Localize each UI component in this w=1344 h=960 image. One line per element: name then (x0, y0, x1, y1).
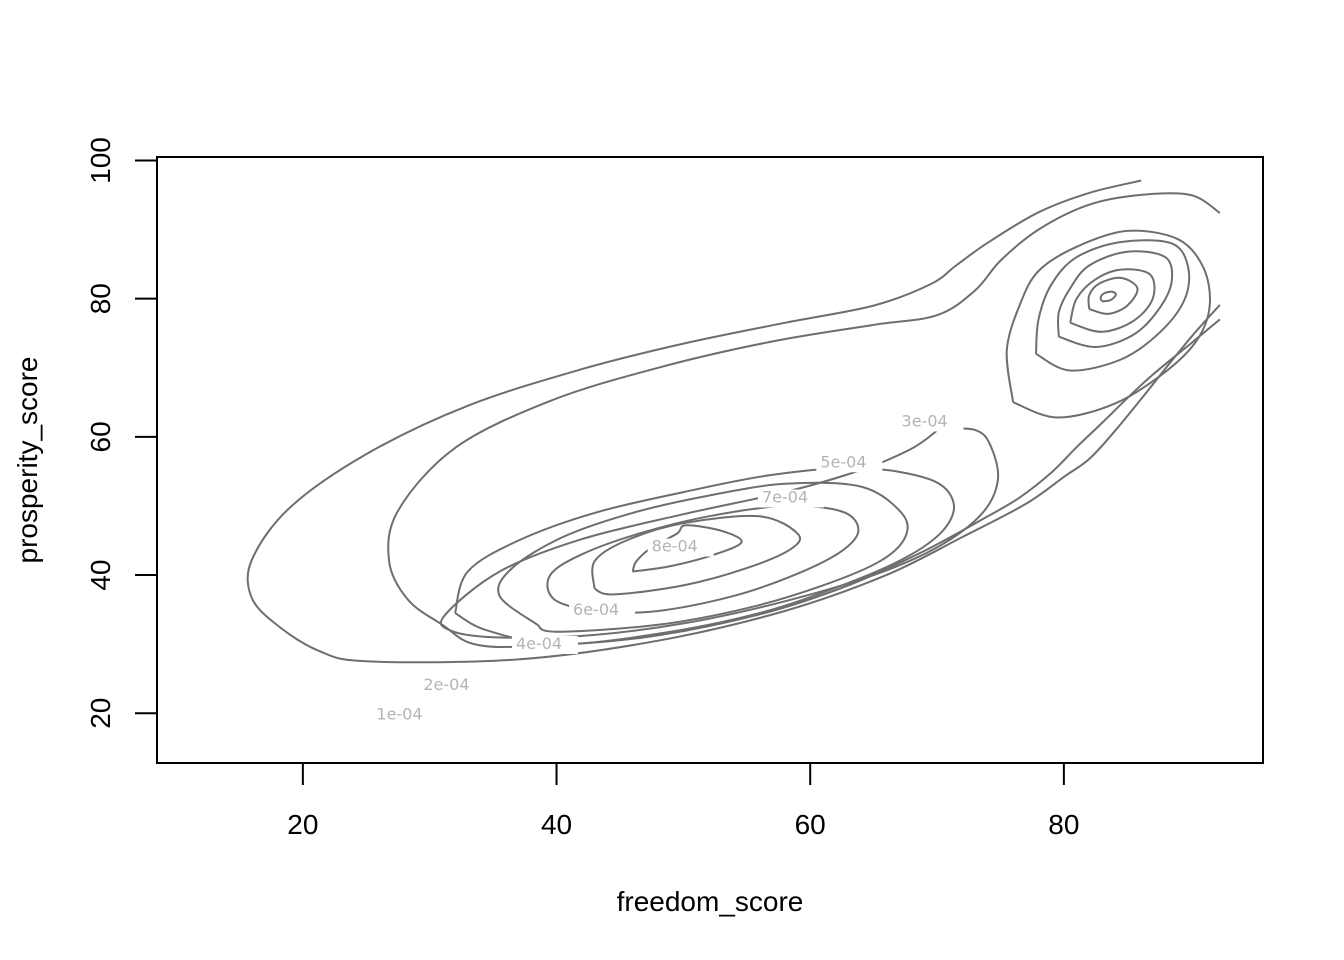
x-tick-label: 20 (287, 809, 318, 840)
y-tick-label: 100 (85, 137, 116, 184)
y-tick-label: 20 (85, 698, 116, 729)
contour-label-background (372, 706, 439, 725)
x-tick-label: 80 (1048, 809, 1079, 840)
contour-line-3e-04-1 (1005, 229, 1211, 419)
contour-line-5e-04-1 (1056, 250, 1174, 349)
contour-label: 3e-04 (902, 411, 948, 430)
y-axis: 20 40 60 80 100 (85, 137, 158, 729)
x-axis-label: freedom_score (617, 886, 804, 917)
contour-line-2e-04-1 (387, 192, 1221, 649)
x-axis: 20 40 60 80 (287, 762, 1079, 840)
contour-line-1e-04-1 (246, 179, 1221, 664)
contour-label-background (511, 635, 578, 654)
contour-line-8e-04-2 (631, 524, 743, 573)
contour-line-7e-04-2 (591, 514, 802, 596)
contour-label: 1e-04 (376, 704, 422, 723)
contour-label-background (419, 676, 486, 695)
contour-label-background (758, 489, 825, 508)
y-tick-label: 60 (85, 421, 116, 452)
contour-label: 7e-04 (762, 487, 808, 506)
contour-line-5e-04-2 (497, 481, 909, 633)
contour-line-7e-04-1 (1087, 276, 1139, 315)
contour-label: 8e-04 (652, 537, 698, 556)
contour-label: 4e-04 (516, 634, 562, 653)
y-axis-label: prosperity_score (12, 357, 43, 564)
contour-line-4e-04-2 (454, 466, 955, 646)
contour-label: 6e-04 (573, 600, 619, 619)
y-tick-label: 40 (85, 560, 116, 591)
x-tick-label: 60 (795, 809, 826, 840)
contour-label-background (897, 413, 964, 432)
contour-line-6e-04-1 (1069, 268, 1156, 333)
contour-line-8e-04-1 (1099, 290, 1117, 303)
contour-label-background (816, 454, 883, 473)
contour-label: 5e-04 (820, 452, 866, 471)
contour-label-background (569, 602, 636, 621)
contour-line-4e-04-1 (1035, 239, 1191, 372)
contour-label: 2e-04 (423, 675, 469, 694)
contour-lines (246, 179, 1221, 664)
x-tick-label: 40 (541, 809, 572, 840)
y-tick-label: 80 (85, 283, 116, 314)
contour-label-background (647, 538, 714, 557)
